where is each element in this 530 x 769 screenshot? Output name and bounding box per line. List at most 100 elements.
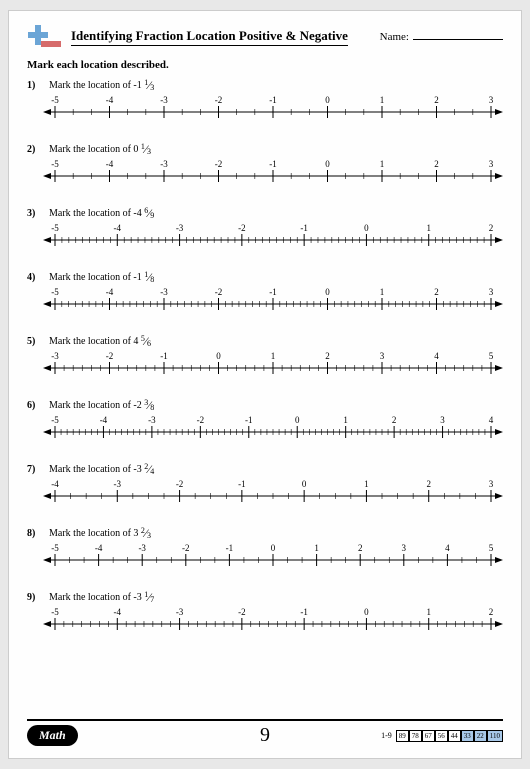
name-blank[interactable]: [413, 39, 503, 40]
svg-text:-2: -2: [238, 223, 246, 233]
svg-text:-4: -4: [51, 479, 59, 489]
svg-text:1: 1: [380, 95, 385, 105]
fraction: 1⁄3: [141, 141, 151, 156]
svg-text:-2: -2: [182, 543, 190, 553]
problem-text: Mark the location of 3 2⁄3: [49, 525, 151, 540]
svg-text:3: 3: [489, 287, 494, 297]
name-label: Name:: [380, 31, 409, 43]
svg-text:-3: -3: [51, 351, 59, 361]
problem-number: 8): [27, 528, 43, 539]
svg-text:-4: -4: [114, 223, 122, 233]
problem-text: Mark the location of -2 3⁄8: [49, 397, 154, 412]
svg-text:-2: -2: [197, 415, 205, 425]
problem-text: Mark the location of 0 1⁄3: [49, 141, 151, 156]
svg-text:-3: -3: [160, 159, 168, 169]
svg-text:-2: -2: [215, 287, 223, 297]
problem-row: 6) Mark the location of -2 3⁄8: [27, 397, 503, 412]
problem-text: Mark the location of -3 1⁄7: [49, 589, 154, 604]
problem-row: 8) Mark the location of 3 2⁄3: [27, 525, 503, 540]
svg-text:-1: -1: [245, 415, 253, 425]
fraction: 5⁄6: [141, 333, 151, 348]
svg-text:3: 3: [489, 95, 494, 105]
svg-text:0: 0: [325, 287, 330, 297]
svg-text:2: 2: [434, 287, 439, 297]
svg-text:-5: -5: [51, 159, 59, 169]
problem: 9) Mark the location of -3 1⁄7 -5-4-3-2-…: [27, 589, 503, 637]
svg-text:-5: -5: [51, 223, 59, 233]
svg-text:-5: -5: [51, 95, 59, 105]
score-boxes: 1-9 89786756443322110: [381, 731, 503, 740]
problem-row: 5) Mark the location of 4 5⁄6: [27, 333, 503, 348]
svg-text:-1: -1: [269, 159, 277, 169]
svg-text:0: 0: [216, 351, 221, 361]
svg-text:3: 3: [380, 351, 385, 361]
svg-text:-2: -2: [238, 607, 246, 617]
footer: Math 9 1-9 89786756443322110: [27, 719, 503, 746]
svg-text:2: 2: [489, 607, 494, 617]
svg-text:-2: -2: [106, 351, 114, 361]
svg-text:-2: -2: [215, 159, 223, 169]
svg-text:-1: -1: [300, 607, 308, 617]
svg-text:1: 1: [426, 607, 431, 617]
svg-text:0: 0: [364, 223, 369, 233]
page-number: 9: [260, 724, 270, 747]
svg-text:0: 0: [271, 543, 276, 553]
problem-number: 7): [27, 464, 43, 475]
problem-number: 4): [27, 272, 43, 283]
score-box: 44: [448, 730, 461, 742]
svg-text:-3: -3: [176, 223, 184, 233]
svg-text:-4: -4: [100, 415, 108, 425]
problem-number: 5): [27, 336, 43, 347]
svg-text:0: 0: [364, 607, 369, 617]
problem: 5) Mark the location of 4 5⁄6 -3-2-10123…: [27, 333, 503, 381]
problem: 2) Mark the location of 0 1⁄3 -5-4-3-2-1…: [27, 141, 503, 189]
score-box: 33: [461, 730, 474, 742]
svg-text:5: 5: [489, 351, 494, 361]
svg-text:-2: -2: [215, 95, 223, 105]
svg-text:-1: -1: [226, 543, 234, 553]
problem-text: Mark the location of -3 2⁄4: [49, 461, 154, 476]
problem-text: Mark the location of -1 1⁄3: [49, 77, 154, 92]
svg-text:1: 1: [364, 479, 369, 489]
svg-text:2: 2: [392, 415, 397, 425]
svg-text:4: 4: [445, 543, 450, 553]
score-box: 56: [435, 730, 448, 742]
svg-text:1: 1: [314, 543, 319, 553]
svg-text:-3: -3: [138, 543, 146, 553]
problem-row: 9) Mark the location of -3 1⁄7: [27, 589, 503, 604]
svg-text:-5: -5: [51, 607, 59, 617]
svg-text:1: 1: [426, 223, 431, 233]
score-box: 22: [474, 730, 487, 742]
score-box: 110: [487, 730, 503, 742]
problem-row: 4) Mark the location of -1 1⁄8: [27, 269, 503, 284]
svg-text:0: 0: [302, 479, 307, 489]
math-badge: Math: [27, 725, 78, 746]
svg-text:2: 2: [434, 95, 439, 105]
page-title: Identifying Fraction Location Positive &…: [71, 28, 348, 46]
fraction: 3⁄8: [144, 397, 154, 412]
svg-text:2: 2: [358, 543, 363, 553]
problem-number: 9): [27, 592, 43, 603]
svg-text:2: 2: [434, 159, 439, 169]
svg-text:-1: -1: [300, 223, 308, 233]
svg-text:3: 3: [402, 543, 407, 553]
svg-text:3: 3: [489, 159, 494, 169]
worksheet-page: Identifying Fraction Location Positive &…: [8, 10, 522, 759]
fraction: 1⁄3: [144, 77, 154, 92]
problem-text: Mark the location of 4 5⁄6: [49, 333, 151, 348]
fraction: 6⁄9: [144, 205, 154, 220]
score-label: 1-9: [381, 731, 392, 740]
svg-text:-5: -5: [51, 543, 59, 553]
svg-text:-1: -1: [269, 287, 277, 297]
problems-container: 1) Mark the location of -1 1⁄3 -5 -4 -3 -2 -…: [27, 77, 503, 637]
svg-text:1: 1: [271, 351, 276, 361]
score-box: 89: [396, 730, 409, 742]
problem-number: 2): [27, 144, 43, 155]
svg-text:4: 4: [434, 351, 439, 361]
svg-text:-3: -3: [160, 95, 168, 105]
problem-text: Mark the location of -1 1⁄8: [49, 269, 154, 284]
problem: 8) Mark the location of 3 2⁄3 -5-4-3-2-1…: [27, 525, 503, 573]
problem-number: 1): [27, 80, 43, 91]
problem-row: 3) Mark the location of -4 6⁄9: [27, 205, 503, 220]
score-box: 67: [422, 730, 435, 742]
